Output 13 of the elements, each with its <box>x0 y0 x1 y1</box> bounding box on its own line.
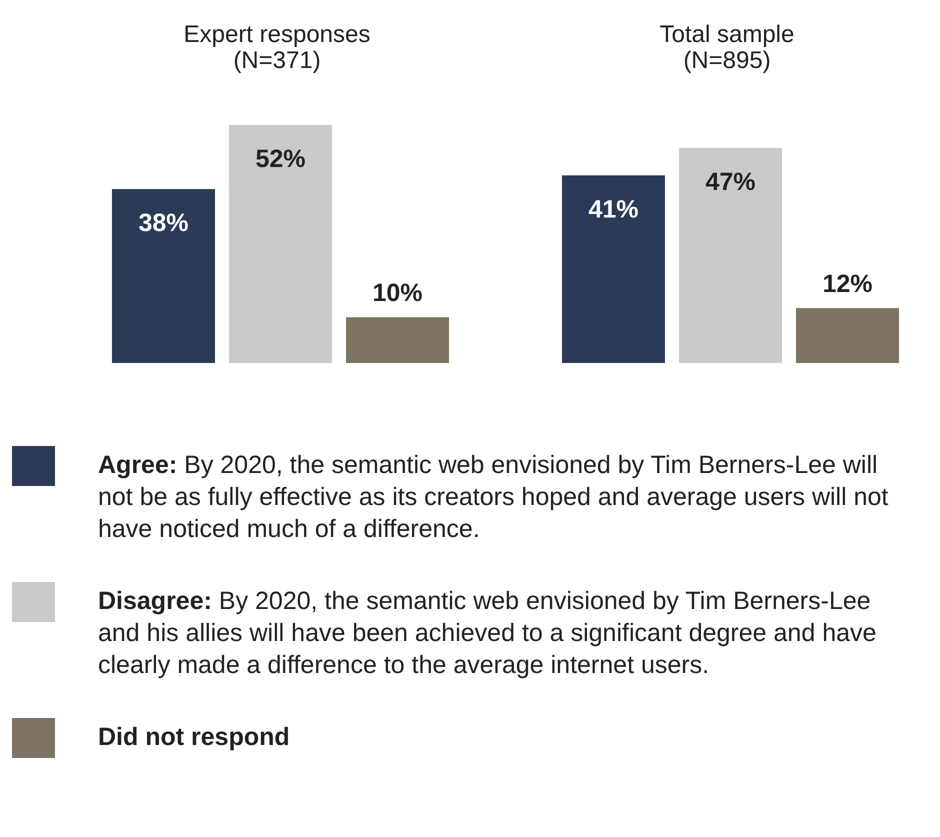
chart-title: Expert responses <box>184 21 370 48</box>
chart-subtitle: (N=371) <box>233 47 321 74</box>
chart-title: Total sample <box>660 21 794 48</box>
text: Disagree: By 2020, the semantic web envisioned by Tim Berners-Lee and his allies will have been achieved to a significant degree and have clearly made a difference to the average internet users. <box>98 587 876 679</box>
data-label: 41% <box>588 195 639 224</box>
data-label: 10% <box>372 279 423 308</box>
text: Agree: By 2020, the semantic web envisioned by Tim Berners-Lee will not be as fully effective as its creators hoped and average users will not have noticed much of a difference. <box>98 451 888 543</box>
chart-subtitle: (N=895) <box>683 47 771 74</box>
legend-label: Did not respond <box>98 723 290 751</box>
data-label: 12% <box>822 270 873 298</box>
data-label: 38% <box>138 209 189 238</box>
data-label: 47% <box>705 168 756 196</box>
data-label: 52% <box>255 145 306 173</box>
